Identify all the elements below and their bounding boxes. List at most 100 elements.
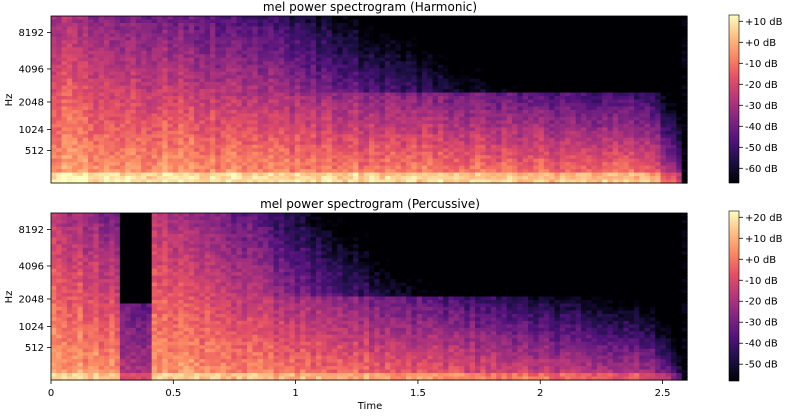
heatmap-cell (88, 169, 94, 174)
heatmap-cell (390, 113, 397, 118)
heatmap-cell (565, 85, 571, 90)
heatmap-cell (241, 127, 248, 132)
heatmap-cell (591, 47, 598, 52)
heatmap-cell (252, 54, 259, 59)
heatmap-cell (369, 61, 375, 66)
heatmap-cell (215, 179, 222, 184)
heatmap-cell (268, 50, 275, 55)
heatmap-cell (406, 109, 412, 115)
heatmap-cell (469, 19, 476, 24)
heatmap-cell (533, 96, 540, 101)
heatmap-cell (559, 176, 566, 181)
heatmap-cell (109, 116, 116, 121)
heatmap-cell (88, 137, 94, 142)
heatmap-cell (347, 64, 354, 69)
heatmap-cell (432, 16, 439, 21)
heatmap-cell (294, 68, 301, 73)
heatmap-cell (347, 106, 354, 111)
heatmap-cell (82, 89, 89, 94)
heatmap-cell (528, 47, 534, 52)
heatmap-cell (316, 19, 322, 24)
heatmap-cell (427, 176, 434, 181)
heatmap-cell (596, 71, 603, 76)
heatmap-cell (427, 165, 434, 170)
heatmap-cell (268, 36, 275, 41)
heatmap-cell (543, 96, 550, 101)
heatmap-cell (422, 130, 428, 135)
heatmap-cell (225, 22, 232, 28)
heatmap-cell (278, 68, 285, 73)
heatmap-cell (342, 40, 349, 45)
heatmap-cell (204, 137, 211, 142)
heatmap-cell (241, 169, 248, 174)
heatmap-cell (395, 36, 402, 41)
heatmap-cell (77, 120, 84, 125)
heatmap-cell (485, 106, 492, 111)
heatmap-cell (326, 26, 333, 31)
heatmap-cell (141, 68, 147, 73)
heatmap-cell (300, 68, 306, 73)
heatmap-cell (469, 33, 476, 38)
heatmap-cell (528, 172, 534, 177)
heatmap-cell (183, 172, 190, 177)
heatmap-cell (300, 22, 306, 28)
heatmap-cell (183, 113, 190, 118)
heatmap-cell (326, 123, 333, 128)
heatmap-cell (247, 96, 253, 101)
heatmap-cell (427, 54, 434, 59)
heatmap-cell (427, 89, 434, 94)
heatmap-cell (220, 165, 227, 170)
heatmap-cell (559, 99, 566, 104)
heatmap-cell (252, 120, 259, 125)
heatmap-cell (72, 36, 79, 41)
heatmap-cell (501, 176, 508, 181)
heatmap-cell (273, 179, 280, 184)
heatmap-cell (374, 120, 381, 125)
heatmap-cell (162, 82, 169, 87)
heatmap-cell (321, 141, 328, 146)
heatmap-cell (316, 16, 322, 21)
heatmap-cell (528, 116, 534, 121)
heatmap-cell (443, 61, 450, 66)
heatmap-cell (480, 106, 487, 111)
heatmap-cell (363, 165, 370, 170)
heatmap-cell (146, 68, 153, 73)
heatmap-cell (533, 169, 540, 174)
heatmap-cell (501, 179, 508, 184)
heatmap-cell (151, 162, 158, 167)
heatmap-cell (72, 109, 79, 115)
heatmap-cell (66, 109, 73, 115)
heatmap-cell (183, 71, 190, 76)
heatmap-cell (326, 165, 333, 170)
heatmap-cell (464, 54, 471, 59)
heatmap-cell (167, 96, 174, 101)
heatmap-cell (395, 151, 402, 156)
heatmap-cell (596, 148, 603, 153)
heatmap-cell (157, 158, 163, 163)
heatmap-cell (411, 89, 418, 94)
heatmap-cell (188, 158, 195, 163)
heatmap-cell (77, 54, 84, 59)
heatmap-cell (199, 158, 206, 163)
heatmap-cell (565, 162, 571, 167)
heatmap-cell (220, 123, 227, 128)
heatmap-cell (480, 85, 487, 90)
heatmap-cell (543, 78, 550, 83)
heatmap-cell (501, 130, 508, 135)
heatmap-cell (151, 99, 158, 104)
heatmap-cell (501, 33, 508, 38)
heatmap-cell (326, 92, 333, 97)
heatmap-cell (273, 169, 280, 174)
heatmap-cell (543, 123, 550, 128)
heatmap-cell (575, 61, 582, 66)
heatmap-cell (581, 165, 587, 170)
heatmap-cell (538, 36, 545, 41)
heatmap-cell (188, 137, 195, 142)
heatmap-cell (305, 26, 312, 31)
heatmap-cell (512, 127, 518, 132)
heatmap-cell (565, 71, 571, 76)
heatmap-cell (395, 82, 402, 87)
heatmap-cell (337, 162, 344, 167)
heatmap-cell (538, 179, 545, 184)
heatmap-cell (400, 85, 407, 90)
